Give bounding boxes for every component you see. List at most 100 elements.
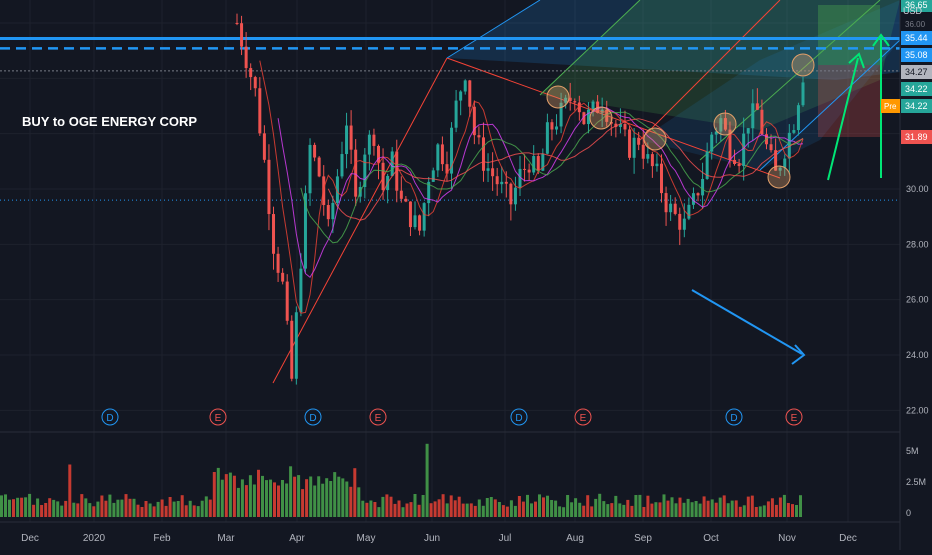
candle-body — [605, 109, 609, 122]
volume-bar — [750, 495, 754, 517]
candle-body — [418, 215, 422, 231]
volume-bar — [180, 495, 184, 517]
candle-body — [614, 123, 618, 127]
volume-bar — [666, 500, 670, 517]
volume-bar — [770, 498, 774, 517]
volume-bar — [791, 504, 794, 517]
event-marker[interactable]: E — [369, 408, 387, 426]
svg-text:35.08: 35.08 — [905, 50, 928, 60]
annotation-text: BUY to OGE ENERGY CORP — [22, 114, 197, 129]
candle-body — [650, 154, 654, 167]
price-tag: 34.22 — [901, 82, 932, 96]
svg-text:36.65: 36.65 — [905, 0, 928, 10]
candle-body — [313, 144, 317, 158]
volume-bar — [618, 503, 622, 517]
volume-bar — [64, 500, 68, 517]
volume-bar — [56, 501, 60, 517]
volume-bar — [754, 507, 758, 517]
event-marker[interactable]: E — [785, 408, 803, 426]
candle-body — [641, 144, 645, 159]
candle-body — [463, 80, 467, 92]
volume-bar — [216, 467, 220, 517]
candle-body — [673, 203, 677, 214]
volume-bar — [594, 498, 598, 517]
event-marker[interactable]: D — [510, 408, 528, 426]
volume-bar — [799, 495, 802, 517]
moving-averages — [259, 60, 804, 314]
volume-bar — [333, 472, 337, 517]
volume-bar — [24, 497, 28, 517]
volume-bar — [489, 497, 493, 517]
candle-body — [504, 181, 508, 184]
candle-body — [381, 162, 385, 191]
volume-bar — [425, 443, 429, 517]
volume-bar — [369, 500, 373, 517]
volume-bar — [546, 495, 549, 517]
event-marker[interactable]: E — [574, 408, 592, 426]
volume-bar — [273, 482, 276, 517]
volume-bar — [104, 500, 108, 517]
volume-bar — [361, 500, 365, 517]
volume-bar — [140, 507, 144, 517]
volume-bar — [401, 507, 405, 517]
volume-bar — [702, 496, 706, 517]
time-tick-label: Jun — [424, 533, 440, 544]
volume-bar — [393, 503, 397, 517]
candle-body — [769, 144, 773, 151]
volume-bar — [774, 504, 778, 517]
volume-bar — [437, 499, 441, 517]
volume-bar — [682, 502, 686, 517]
volume-bar — [136, 504, 140, 517]
volume-bar — [429, 503, 433, 517]
event-label: D — [730, 413, 737, 424]
volume-bar — [277, 485, 280, 517]
volume-bar — [517, 496, 521, 517]
volume-bar — [353, 468, 357, 517]
candle-body — [632, 137, 636, 158]
candle-body — [240, 23, 244, 47]
candle-body — [299, 268, 303, 313]
volume-bar — [389, 496, 393, 517]
candle-body — [303, 193, 307, 269]
volume-bar — [196, 506, 200, 517]
volume-bar — [357, 487, 361, 517]
volume-bar — [36, 498, 40, 517]
price-axis[interactable]: 22.00 24.00 26.00 28.00 30.00 — [906, 184, 929, 415]
candle-body — [427, 181, 431, 204]
event-marker[interactable]: D — [101, 408, 119, 426]
svg-text:34.22: 34.22 — [905, 84, 928, 94]
volume-bar — [634, 495, 638, 517]
price-tick-label: 28.00 — [906, 239, 929, 249]
price-tag: 34.22 — [901, 99, 932, 113]
volume-bar — [4, 494, 7, 517]
volume-bar — [654, 502, 658, 517]
candle-body — [454, 100, 458, 128]
candle-body — [714, 131, 718, 135]
volume-bar — [293, 476, 297, 517]
volume-bar — [598, 493, 602, 517]
time-tick-label: Apr — [289, 533, 305, 544]
volume-bar — [554, 500, 558, 517]
time-tick-label: Feb — [153, 533, 171, 544]
svg-text:34.27: 34.27 — [905, 67, 928, 77]
event-marker[interactable]: D — [304, 408, 322, 426]
volume-bar — [265, 480, 268, 517]
candle-body — [532, 156, 536, 173]
volume-bar — [124, 494, 128, 517]
event-marker[interactable]: E — [209, 408, 227, 426]
time-tick-label: 2020 — [83, 533, 106, 544]
candle-body — [472, 106, 476, 136]
price-tick-label: 24.00 — [906, 350, 929, 360]
event-marker[interactable]: D — [725, 408, 743, 426]
candle-body — [390, 151, 394, 176]
volume-bar — [373, 502, 377, 517]
volume-bar — [305, 479, 309, 517]
time-axis[interactable]: Dec 2020 Feb Mar Apr May Jun Jul Aug Sep Oct Nov Dec — [21, 533, 857, 544]
event-label: E — [580, 413, 587, 424]
candle-body — [272, 214, 276, 254]
candle-body — [258, 88, 262, 134]
volume-bar — [421, 495, 425, 517]
volume-bar — [738, 506, 742, 517]
pivot-circle — [791, 53, 815, 77]
